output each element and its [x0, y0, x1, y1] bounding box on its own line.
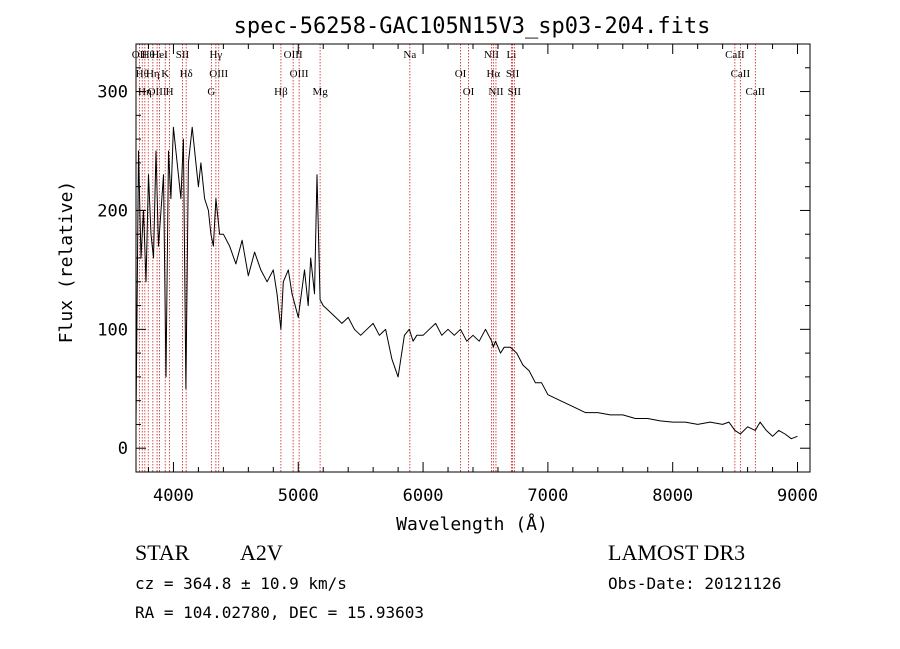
y-tick-label: 200 — [97, 201, 128, 221]
line-label: NII — [488, 86, 504, 98]
redshift-readout: cz = 364.8 ± 10.9 km/s — [135, 574, 347, 593]
line-label: OIII — [148, 86, 167, 98]
line-label: HeI — [151, 49, 168, 61]
spectrum-chart: spec-56258-GAC105N15V3_sp03-204.fits OII… — [56, 14, 818, 535]
line-label: NII — [484, 49, 500, 61]
line-label: SII — [176, 49, 190, 61]
line-label: Hη — [146, 68, 160, 80]
x-tick-label: 6000 — [403, 486, 444, 506]
line-label: CaII — [746, 86, 766, 98]
coordinates: RA = 104.02780, DEC = 15.93603 — [135, 603, 424, 622]
line-label: Hθ — [142, 49, 155, 61]
line-label: Hδ — [180, 68, 193, 80]
y-tick-label: 100 — [97, 320, 128, 340]
subclass: A2V — [240, 540, 283, 565]
y-axis-label: Flux (relative) — [56, 181, 77, 344]
line-label: Na — [403, 49, 416, 61]
line-label: OIII — [290, 68, 309, 80]
line-label: Hθ — [136, 68, 149, 80]
object-class: STAR — [135, 540, 190, 565]
survey-name: LAMOST DR3 — [608, 540, 746, 565]
line-label: OI — [455, 68, 467, 80]
line-label: Li — [507, 49, 517, 61]
line-label: H — [166, 86, 174, 98]
line-label: OIII — [284, 49, 303, 61]
x-tick-label: 4000 — [153, 486, 194, 506]
x-tick-label: 5000 — [278, 486, 319, 506]
line-label: Hβ — [274, 86, 288, 98]
line-label: OIII — [209, 68, 228, 80]
series-line — [135, 126, 798, 440]
line-label: K — [161, 68, 169, 80]
line-label: CaII — [725, 49, 745, 61]
line-label: CaII — [731, 68, 751, 80]
line-label: G — [207, 86, 215, 98]
line-label: OI — [463, 86, 475, 98]
line-label: Mg — [312, 86, 328, 98]
x-tick-label: 8000 — [652, 486, 693, 506]
line-label: SII — [506, 68, 520, 80]
axis-ticks: 4000 5000 6000 7000 8000 9000 0 100 200 300 — [97, 43, 818, 506]
x-tick-label: 7000 — [527, 486, 568, 506]
x-axis-label: Wavelength (Å) — [396, 513, 548, 535]
spectrum-series — [135, 126, 798, 440]
line-label: Hα — [486, 68, 500, 80]
x-tick-label: 9000 — [777, 486, 818, 506]
line-label: SII — [508, 86, 522, 98]
emission-line-markers: OIIHθHηHθHηOIIIHeIKHSIIHδGHγOIIIHβOIIIOI… — [132, 44, 766, 472]
line-label: Hγ — [209, 49, 222, 61]
y-tick-label: 300 — [97, 83, 128, 103]
y-tick-label: 0 — [118, 439, 128, 459]
chart-title: spec-56258-GAC105N15V3_sp03-204.fits — [234, 14, 711, 39]
obs-date: Obs-Date: 20121126 — [608, 574, 782, 593]
